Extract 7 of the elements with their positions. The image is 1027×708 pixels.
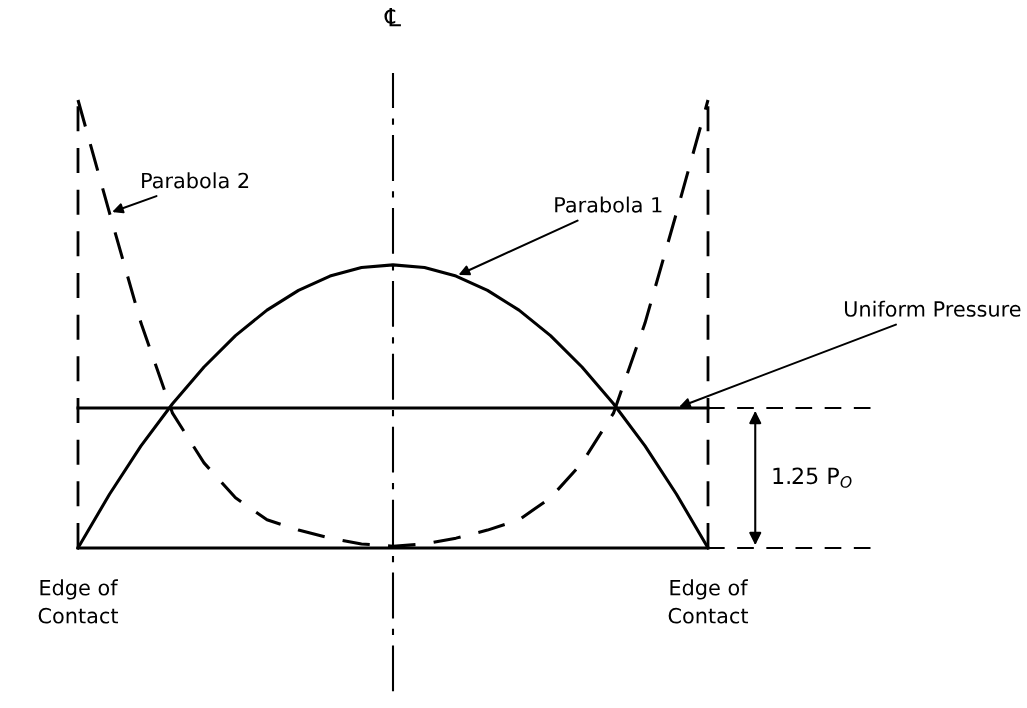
text: Edge of Contact	[668, 579, 749, 624]
text: Edge of Contact	[38, 579, 119, 624]
text: 1.25 P$_{O}$	[773, 467, 852, 488]
series-label: Parabola 2	[142, 172, 249, 189]
text: ℄	[384, 8, 401, 27]
text: Parabola 1	[555, 196, 662, 213]
text: Uniform Pressure	[844, 300, 1021, 317]
